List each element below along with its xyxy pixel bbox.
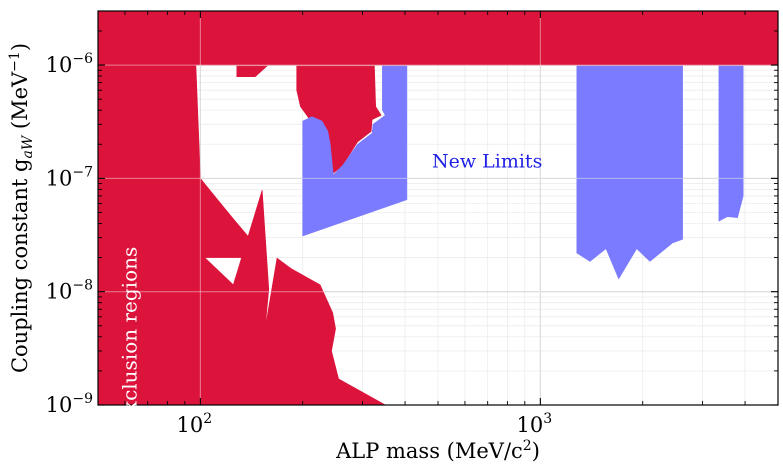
x-tick-label: 102	[177, 411, 213, 437]
exclusion-region-4	[296, 65, 382, 175]
x-axis-title: ALP mass (MeV/c2)	[335, 438, 540, 463]
exclusion-regions-label: Exclusion regions	[118, 247, 142, 427]
tick-labels: 102 103 10−9 10−8 10−7 10−6	[46, 51, 553, 437]
x-axis-title-superscript: 2	[523, 438, 532, 454]
exclusion-region-2	[97, 64, 387, 406]
exclusion-region-3	[236, 65, 268, 77]
annotations: Exclusion regions New Limits	[118, 150, 543, 426]
y-tick-label: 10−9	[46, 391, 93, 417]
axis-ticks	[98, 11, 778, 406]
new-limits-regions	[302, 65, 744, 280]
y-tick-label: 10−6	[46, 51, 93, 77]
exclusion-regions	[97, 10, 779, 406]
y-tick-label: 10−8	[46, 278, 93, 304]
y-axis-title-subscript: aW	[20, 134, 36, 158]
new-limits-label: New Limits	[432, 150, 542, 172]
new-limit-region-3	[718, 65, 744, 222]
y-tick-label: 10−7	[46, 164, 93, 190]
y-axis-title: Coupling constant gaW (MeV−1)	[7, 43, 36, 373]
major-grid-overlay	[98, 11, 778, 405]
x-tick-label: 103	[517, 411, 553, 437]
new-limit-region-2	[576, 65, 683, 280]
new-limit-region-1	[302, 65, 408, 237]
y-axis-title-superscript: −1	[7, 51, 23, 72]
